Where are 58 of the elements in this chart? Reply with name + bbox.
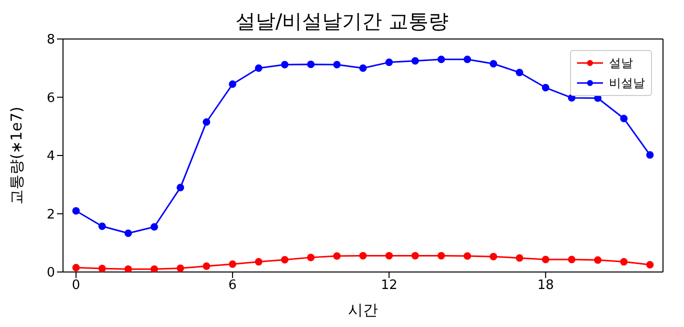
- x-axis-title: 시간: [348, 301, 378, 319]
- x-tick-label: 12: [380, 278, 398, 294]
- point: [516, 68, 524, 76]
- point: [411, 57, 419, 65]
- y-tick-label: 8: [46, 32, 55, 48]
- point: [542, 256, 550, 264]
- x-tick-label: 6: [228, 278, 237, 294]
- point: [72, 207, 80, 215]
- point: [124, 230, 132, 238]
- point: [254, 64, 262, 72]
- point: [280, 60, 288, 68]
- point: [594, 256, 602, 264]
- point: [490, 60, 498, 68]
- point: [150, 265, 158, 272]
- chart-title: 설날/비설날기간 교통량: [234, 8, 450, 33]
- point: [176, 264, 184, 272]
- point: [464, 252, 472, 260]
- y-tick-label: 6: [46, 90, 55, 106]
- point: [307, 254, 315, 262]
- point: [542, 84, 550, 92]
- point: [411, 252, 419, 260]
- point: [359, 252, 367, 260]
- point: [280, 256, 288, 264]
- point: [202, 118, 210, 126]
- y-tick-label: 4: [46, 149, 55, 164]
- x-tick-label: 0: [72, 278, 80, 294]
- point: [620, 114, 628, 122]
- point: [620, 258, 628, 266]
- point: [359, 64, 367, 72]
- point: [490, 252, 498, 260]
- legend-label: 설날: [609, 54, 633, 72]
- point: [646, 260, 654, 268]
- point: [333, 60, 341, 68]
- point: [228, 260, 236, 268]
- point: [568, 256, 576, 264]
- point: [385, 58, 393, 66]
- point: [228, 80, 236, 88]
- point: [72, 264, 80, 272]
- point: [333, 252, 341, 260]
- y-tick-label: 2: [46, 207, 55, 222]
- point: [438, 56, 446, 64]
- y-axis-title: 교통량(∗1e7): [7, 106, 26, 204]
- x-tick-label: 18: [537, 278, 554, 294]
- point: [254, 258, 262, 266]
- point: [516, 254, 524, 262]
- point: [385, 252, 393, 260]
- point: [176, 184, 184, 192]
- point: [124, 265, 132, 272]
- y-tick-label: 0: [46, 266, 55, 281]
- legend-label: 비설날: [609, 74, 645, 92]
- point: [150, 223, 158, 231]
- point: [438, 252, 446, 260]
- point: [98, 264, 106, 272]
- point: [464, 56, 472, 64]
- point: [98, 222, 106, 230]
- point: [202, 262, 210, 270]
- point: [307, 60, 315, 68]
- point: [646, 151, 654, 159]
